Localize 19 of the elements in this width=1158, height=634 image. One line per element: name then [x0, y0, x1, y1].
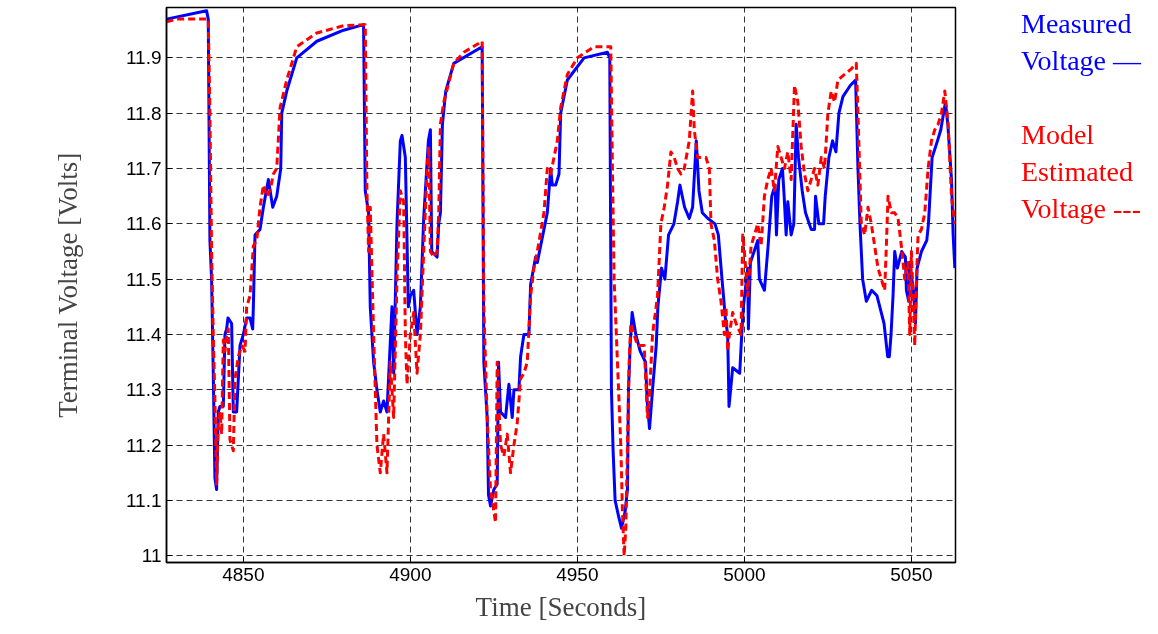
y-tick-label: 11.4 [125, 324, 162, 346]
y-tick-label: 11.6 [125, 213, 162, 235]
x-tick-label: 4850 [222, 563, 265, 585]
y-tick-label: 11.8 [125, 102, 162, 124]
y-tick-label: 11.7 [125, 158, 162, 180]
x-tick-label: 4950 [556, 563, 599, 585]
y-tick-label: 11.5 [125, 268, 162, 290]
x-tick-label: 4900 [389, 563, 432, 585]
x-axis-title: Time [Seconds] [475, 591, 647, 622]
y-axis-title: Terminal Voltage [Volts] [52, 152, 83, 418]
y-tick-label: 11.3 [125, 379, 162, 401]
y-tick-label: 11.2 [125, 434, 162, 456]
x-tick-label: 5000 [723, 563, 766, 585]
y-tick-label: 11.9 [125, 47, 162, 69]
y-tick-label: 11.1 [125, 490, 162, 512]
y-tick-label: 11 [141, 545, 162, 567]
text: Model Estimated Voltage --- [1021, 118, 1142, 226]
text: Measured Voltage — [1021, 7, 1142, 78]
x-tick-label: 5050 [890, 563, 933, 585]
